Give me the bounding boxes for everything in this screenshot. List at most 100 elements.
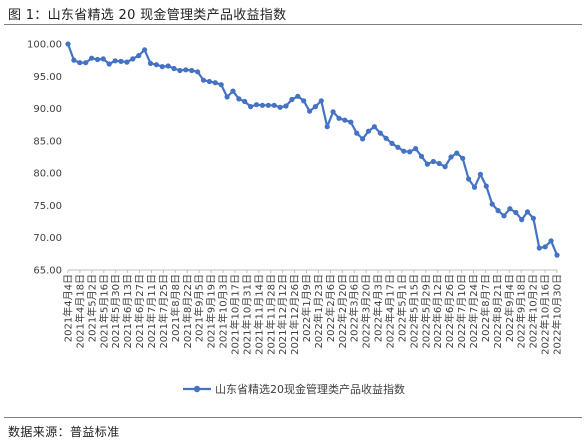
x-tick-label: 2022年7月10日: [455, 274, 468, 349]
data-point: [348, 119, 354, 125]
x-tick-label: 2021年8月8日: [169, 274, 182, 342]
x-tick-label: 2021年9月5日: [193, 274, 206, 342]
line-chart: 65.00 70.00 75.00 80.00 85.00 90.00 95.00 100.0…: [27, 40, 564, 397]
y-tick-label: 80.00: [33, 169, 62, 180]
x-tick-label: 2021年8月22日: [181, 274, 194, 349]
y-tick-label: 70.00: [33, 233, 62, 244]
x-tick-label: 2022年7月24日: [467, 274, 480, 349]
x-tick-label: 2021年12月26日: [288, 274, 301, 355]
data-point: [318, 98, 324, 104]
data-point: [401, 148, 407, 154]
x-tick-label: 2021年12月12日: [276, 274, 289, 355]
data-point: [483, 183, 489, 189]
x-tick-label: 2022年3月20日: [360, 274, 373, 349]
data-point: [501, 213, 507, 219]
data-point: [442, 164, 448, 170]
data-point: [536, 245, 542, 251]
data-point: [189, 67, 195, 74]
data-point: [301, 98, 307, 104]
data-point: [371, 124, 377, 130]
data-point: [165, 63, 171, 69]
data-point: [548, 238, 554, 244]
data-point: [195, 69, 201, 75]
data-point: [360, 136, 366, 142]
x-tick-label: 2021年10月3日: [217, 274, 230, 349]
data-point: [83, 60, 89, 66]
x-tick-label: 2021年5月2日: [85, 274, 98, 342]
data-point: [395, 144, 401, 150]
data-point: [259, 102, 265, 108]
figure-title: 图 1：山东省精选 20 现金管理类产品收益指数: [8, 8, 287, 23]
data-point: [71, 57, 77, 63]
data-point: [112, 58, 118, 64]
data-point: [342, 117, 348, 123]
data-point: [524, 209, 531, 215]
x-tick-label: 2022年5月29日: [419, 274, 432, 349]
x-tick-label: 2021年5月30日: [109, 274, 122, 349]
data-point: [324, 124, 330, 130]
x-tick-label: 2022年8月7日: [479, 274, 492, 342]
data-point: [283, 103, 289, 109]
data-point: [471, 184, 478, 190]
data-point: [224, 94, 230, 100]
data-point: [171, 65, 177, 72]
data-point: [147, 60, 154, 66]
y-tick-label: 95.00: [33, 72, 62, 83]
data-point: [448, 154, 454, 160]
title-divider: [4, 24, 582, 25]
data-point: [65, 41, 71, 47]
x-tick-label: 2022年6月26日: [443, 274, 456, 349]
series-line: [66, 43, 559, 256]
data-point: [200, 77, 207, 83]
data-point: [89, 55, 95, 61]
data-point: [489, 201, 495, 207]
data-point: [383, 135, 389, 141]
data-point: [230, 88, 236, 94]
data-point: [218, 82, 224, 88]
x-tick-label: 2022年1月9日: [300, 274, 313, 342]
data-point: [130, 56, 136, 62]
data-point: [542, 244, 548, 250]
x-tick-label: 2021年7月25日: [157, 274, 170, 349]
x-tick-label: 2022年1月23日: [312, 274, 325, 349]
x-tick-label: 2021年11月14日: [252, 274, 265, 355]
data-point: [124, 59, 130, 65]
data-point: [177, 67, 183, 74]
y-axis: 65.00 70.00 75.00 80.00 85.00 90.00 95.00 100.0…: [27, 40, 62, 277]
data-point: [477, 171, 483, 177]
x-tick-label: 2021年6月13日: [121, 274, 134, 349]
data-point: [407, 149, 413, 155]
data-point: [418, 153, 425, 159]
data-point: [312, 104, 318, 110]
x-tick-label: 2022年10月16日: [539, 274, 552, 355]
data-point: [307, 108, 313, 114]
data-point: [436, 160, 442, 167]
x-tick-label: 2021年9月19日: [205, 274, 218, 349]
x-tick-label: 2022年5月1日: [395, 274, 408, 342]
x-tick-label: 2021年4月18日: [73, 274, 86, 349]
x-tick-label: 2022年4月17日: [384, 274, 397, 349]
x-axis: 2021年4月4日 2021年4月18日 2021年5月2日 2021年5月16日 20…: [62, 269, 564, 355]
data-point: [142, 47, 148, 53]
x-tick-label: 2022年8月21日: [491, 274, 504, 349]
data-point: [330, 109, 336, 115]
data-point: [377, 130, 383, 136]
x-tick-label: 2021年7月11日: [145, 274, 158, 349]
data-point: [365, 128, 372, 134]
data-point: [495, 208, 501, 214]
data-point: [466, 176, 472, 182]
legend-dot-marker: [193, 385, 201, 393]
data-point: [430, 158, 436, 165]
legend-label: 山东省精选20现金管理类产品收益指数: [215, 382, 405, 396]
x-tick-label: 2022年10月2日: [527, 274, 540, 349]
data-point: [242, 98, 248, 105]
data-point: [289, 96, 295, 103]
data-point: [159, 64, 165, 70]
x-tick-label: 2021年10月31日: [240, 274, 253, 355]
x-tick-label: 2022年2月20日: [336, 274, 349, 349]
data-point: [100, 56, 106, 62]
data-point: [253, 102, 260, 108]
data-point: [248, 104, 254, 110]
footer-divider: [4, 417, 582, 418]
x-tick-label: 2021年5月16日: [97, 274, 110, 349]
